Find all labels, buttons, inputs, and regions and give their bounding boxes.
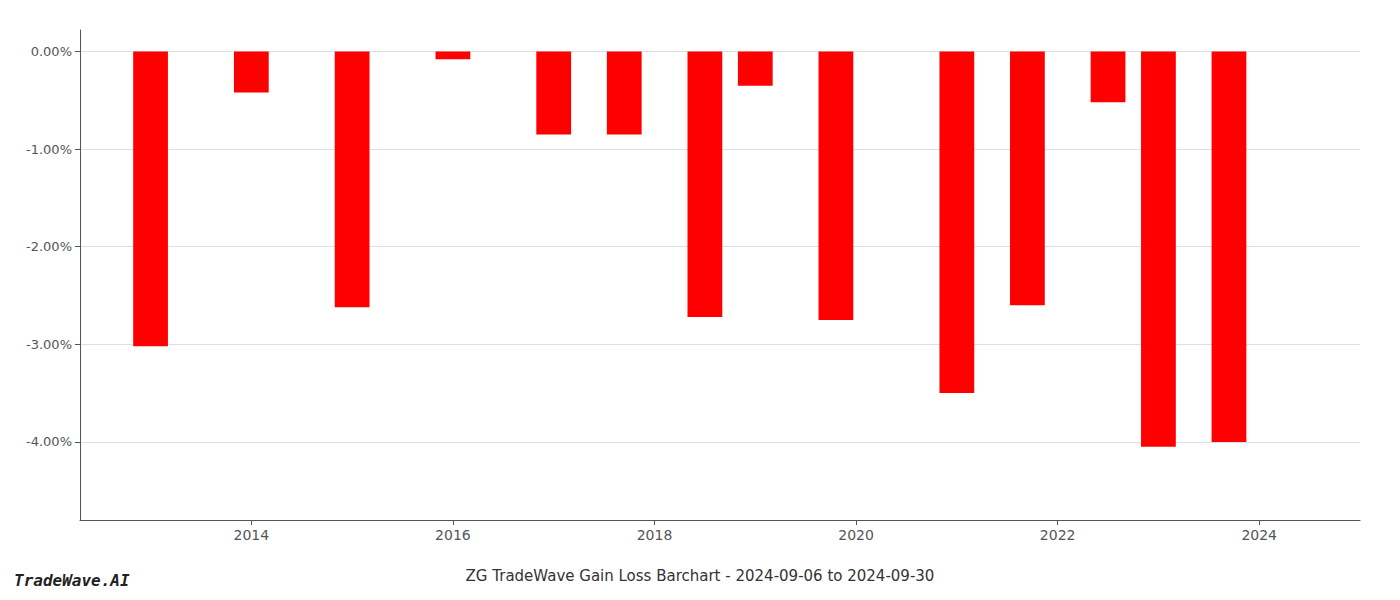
- svg-text:-4.00%: -4.00%: [26, 434, 72, 449]
- svg-text:-2.00%: -2.00%: [26, 239, 72, 254]
- svg-text:2020: 2020: [838, 527, 874, 543]
- svg-text:2022: 2022: [1040, 527, 1076, 543]
- svg-text:-3.00%: -3.00%: [26, 337, 72, 352]
- svg-text:TradeWave.AI: TradeWave.AI: [14, 571, 130, 590]
- svg-text:-1.00%: -1.00%: [26, 142, 72, 157]
- svg-text:2014: 2014: [234, 527, 270, 543]
- svg-text:2016: 2016: [435, 527, 471, 543]
- svg-text:0.00%: 0.00%: [31, 44, 72, 59]
- svg-text:2024: 2024: [1241, 527, 1277, 543]
- svg-text:ZG TradeWave Gain Loss Barchar: ZG TradeWave Gain Loss Barchart - 2024-0…: [466, 567, 935, 585]
- svg-text:2018: 2018: [637, 527, 673, 543]
